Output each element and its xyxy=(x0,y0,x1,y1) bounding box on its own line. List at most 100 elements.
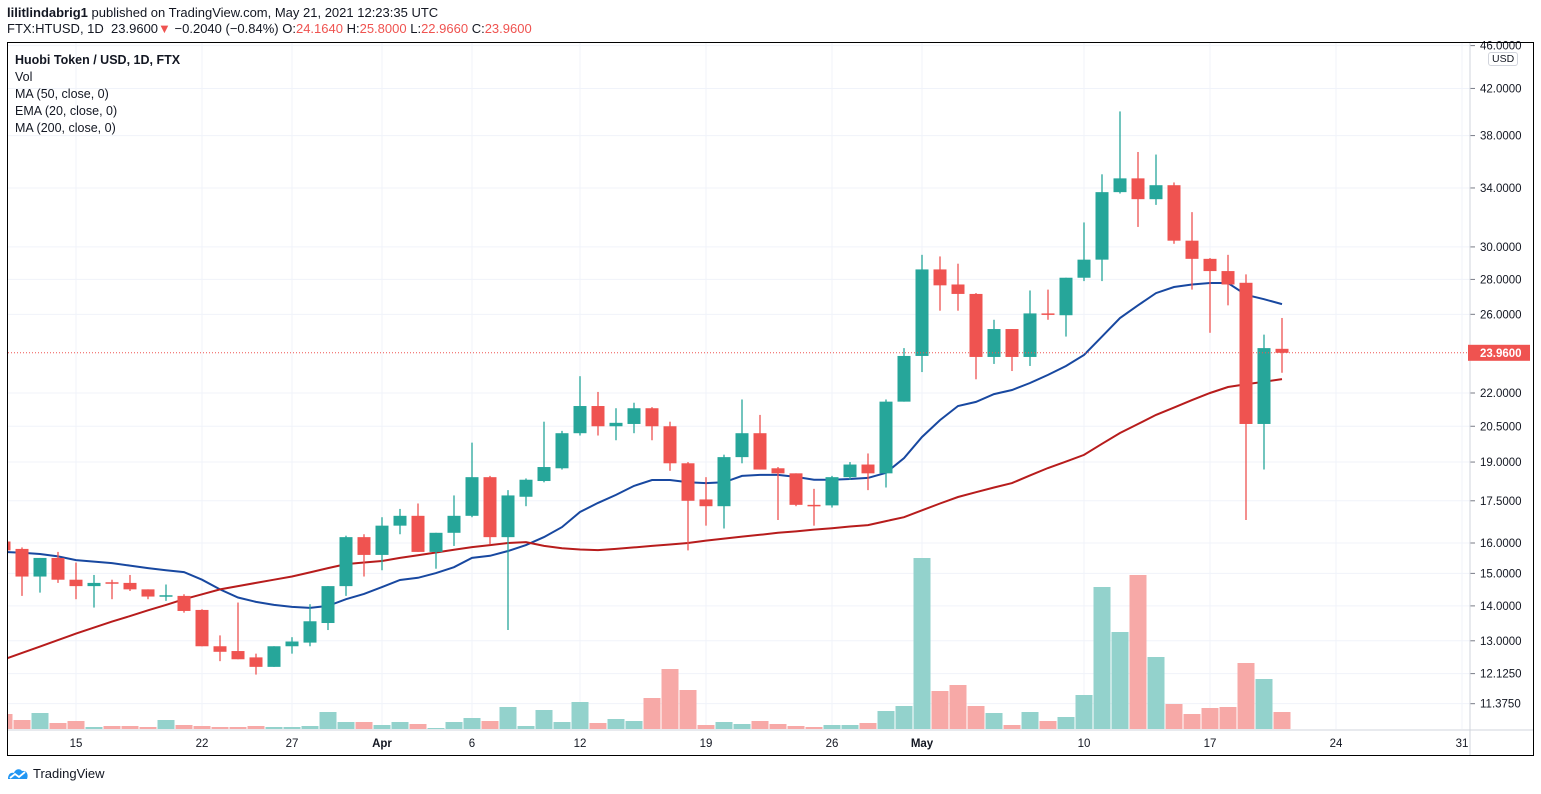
volume-bar xyxy=(877,711,895,729)
volume-bar xyxy=(373,725,391,729)
candle-body xyxy=(213,646,227,652)
volume-bar xyxy=(913,558,931,729)
y-tick-label: 30.0000 xyxy=(1480,242,1522,254)
legend-title[interactable]: Huobi Token / USD, 1D, FTX xyxy=(15,53,181,67)
candle-body xyxy=(177,595,191,611)
volume-bar xyxy=(553,722,571,729)
candle-body xyxy=(933,269,947,286)
candle xyxy=(1131,151,1145,227)
candle-body xyxy=(483,477,497,538)
candle xyxy=(15,547,29,596)
chart-frame xyxy=(7,42,1534,756)
volume-bar xyxy=(337,722,355,729)
candle xyxy=(213,635,227,662)
candle xyxy=(879,399,893,488)
legend-vol[interactable]: Vol xyxy=(15,70,33,84)
candle xyxy=(123,574,137,591)
y-tick-label: 34.0000 xyxy=(1480,183,1522,195)
volume-bar xyxy=(1237,663,1255,729)
candle-body xyxy=(897,355,911,402)
candle-body xyxy=(159,595,173,597)
volume-bar xyxy=(1201,708,1219,729)
candle-body xyxy=(1239,282,1253,424)
candle xyxy=(33,557,47,593)
volume-bar xyxy=(8,714,13,729)
x-tick-label: 27 xyxy=(286,738,299,750)
volume-bar xyxy=(769,724,787,729)
volume-bar xyxy=(715,722,733,729)
candle xyxy=(1113,111,1127,194)
candle xyxy=(951,263,965,311)
volume-bar xyxy=(175,725,193,729)
candle xyxy=(195,609,209,647)
x-tick-label: 10 xyxy=(1078,738,1091,750)
candle xyxy=(861,453,875,491)
volume-bar xyxy=(805,727,823,729)
footer: TradingView xyxy=(7,766,105,781)
candle-body xyxy=(1221,271,1235,285)
symbol-info: FTX:HTUSD, 1D 23.9600▼ −0.2040 (−0.84%) … xyxy=(7,21,532,36)
candle-body xyxy=(393,515,407,526)
candle xyxy=(393,508,407,535)
x-tick-label: May xyxy=(911,738,934,750)
candle xyxy=(501,490,515,631)
candle xyxy=(825,475,839,508)
y-tick-label: 16.0000 xyxy=(1480,538,1522,550)
volume-bar xyxy=(301,726,319,729)
volume-bar xyxy=(949,685,967,729)
legend-ema20[interactable]: EMA (20, close, 0) xyxy=(15,104,118,118)
candle xyxy=(573,376,587,436)
candle-body xyxy=(249,657,263,667)
tradingview-logo-icon xyxy=(8,768,28,779)
volume-bar xyxy=(823,725,841,729)
publish-text: published on TradingView.com, May 21, 20… xyxy=(91,5,439,20)
candle-body xyxy=(807,504,821,507)
candle-body xyxy=(321,586,335,624)
volume-bar xyxy=(679,690,697,729)
volume-bar xyxy=(1255,679,1273,729)
last-price-badge xyxy=(1468,344,1530,361)
price-change: −0.2040 (−0.84%) xyxy=(174,21,279,36)
volume-bar xyxy=(985,713,1003,729)
candle-body xyxy=(771,468,785,474)
candle xyxy=(591,391,605,436)
volume-bar xyxy=(931,691,949,729)
x-tick-label: 17 xyxy=(1204,738,1217,750)
legend-ma200[interactable]: MA (200, close, 0) xyxy=(15,121,116,135)
last-price: 23.9600 xyxy=(111,21,159,36)
candle-body xyxy=(879,401,893,474)
candle xyxy=(1095,174,1109,282)
x-tick-label: 12 xyxy=(574,738,587,750)
x-tick-label: 31 xyxy=(1456,738,1469,750)
candle-body xyxy=(267,646,281,667)
candle-body xyxy=(1041,313,1055,315)
volume-bar xyxy=(211,727,229,729)
candle xyxy=(177,594,191,613)
candle xyxy=(411,503,425,552)
candle xyxy=(843,462,857,480)
footer-brand[interactable]: TradingView xyxy=(33,766,105,781)
volume-bar xyxy=(1093,587,1111,729)
candle xyxy=(519,478,533,507)
candle-body xyxy=(8,541,11,551)
candle xyxy=(699,477,713,526)
candle-body xyxy=(411,515,425,552)
candle-body xyxy=(645,408,659,427)
currency-label[interactable]: USD xyxy=(1488,52,1519,66)
symbol: FTX:HTUSD, 1D xyxy=(7,21,104,36)
candle xyxy=(627,402,641,434)
volume-bar xyxy=(1111,632,1129,729)
candle-body xyxy=(447,515,461,533)
candle xyxy=(1275,317,1289,373)
candle-body xyxy=(141,589,155,597)
candle xyxy=(1185,212,1199,290)
legend-ma50[interactable]: MA (50, close, 0) xyxy=(15,87,109,101)
volume-bar xyxy=(49,723,67,729)
y-tick-label: 28.0000 xyxy=(1480,274,1522,286)
y-tick-label: 13.0000 xyxy=(1480,636,1522,648)
author-name[interactable]: lilitlindabrig1 xyxy=(7,5,88,20)
high-label: H: xyxy=(346,21,360,36)
candle-body xyxy=(69,579,83,587)
volume-bar xyxy=(445,722,463,729)
